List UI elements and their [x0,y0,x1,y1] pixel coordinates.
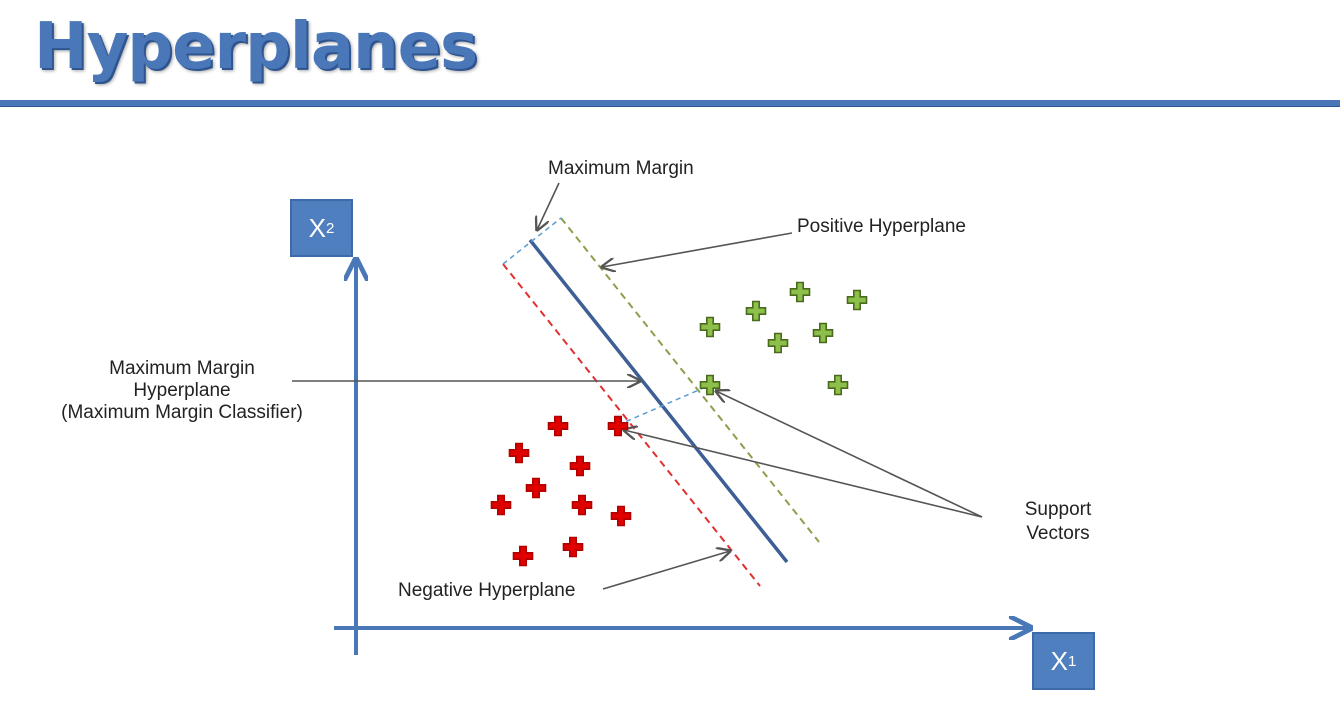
negative-class-point [607,415,629,437]
x-axis-subscript: 1 [1068,652,1077,670]
support-vector-arrow-negative [624,430,983,518]
support-vectors-line1: Support [1024,499,1092,520]
y-axis-label: X [308,212,326,243]
maximum-margin-label: Maximum Margin [548,158,694,179]
support-vectors-label: Support Vectors [1008,498,1108,546]
positive-class-point [789,281,811,303]
negative-hyperplane-line [502,263,761,587]
positive-class-point [846,289,868,311]
top-margin-indicator [502,217,562,265]
negative-class-point [610,505,632,527]
x-axis-label: X [1050,645,1068,676]
negative-class-point [547,415,569,437]
support-margin-indicator [617,385,709,426]
positive-class-point [745,300,767,322]
positive-hyperplane-line [560,217,820,543]
negative-class-point [525,477,547,499]
y-axis-subscript: 2 [326,219,335,237]
support-vector-arrow-positive [716,391,983,518]
negative-hyperplane-arrow [602,551,730,590]
slide-title: Hyperplanes [34,10,478,84]
positive-hyperplane-label: Positive Hyperplane [797,216,966,237]
maximum-margin-arrow [537,182,560,230]
maximum-margin-hyperplane-line [528,238,789,564]
mmh-label-line2: Hyperplane [133,380,231,401]
title-rule [0,100,1340,107]
positive-class-point [812,322,834,344]
support-vectors-line2: Vectors [1026,523,1090,544]
maximum-margin-hyperplane-label: Maximum Margin Hyperplane (Maximum Margi… [44,358,320,424]
negative-class-point [562,536,584,558]
positive-class-point [699,374,721,396]
positive-class-point [699,316,721,338]
positive-class-point [827,374,849,396]
negative-class-point [571,494,593,516]
positive-hyperplane-arrow [602,232,793,267]
mmh-label-line3: (Maximum Margin Classifier) [61,402,303,423]
negative-class-point [512,545,534,567]
negative-class-point [508,442,530,464]
negative-hyperplane-label: Negative Hyperplane [398,580,576,601]
negative-class-point [569,455,591,477]
data-points [490,281,868,567]
negative-class-point [490,494,512,516]
mmh-label-line1: Maximum Margin [109,358,255,379]
positive-class-point [767,332,789,354]
